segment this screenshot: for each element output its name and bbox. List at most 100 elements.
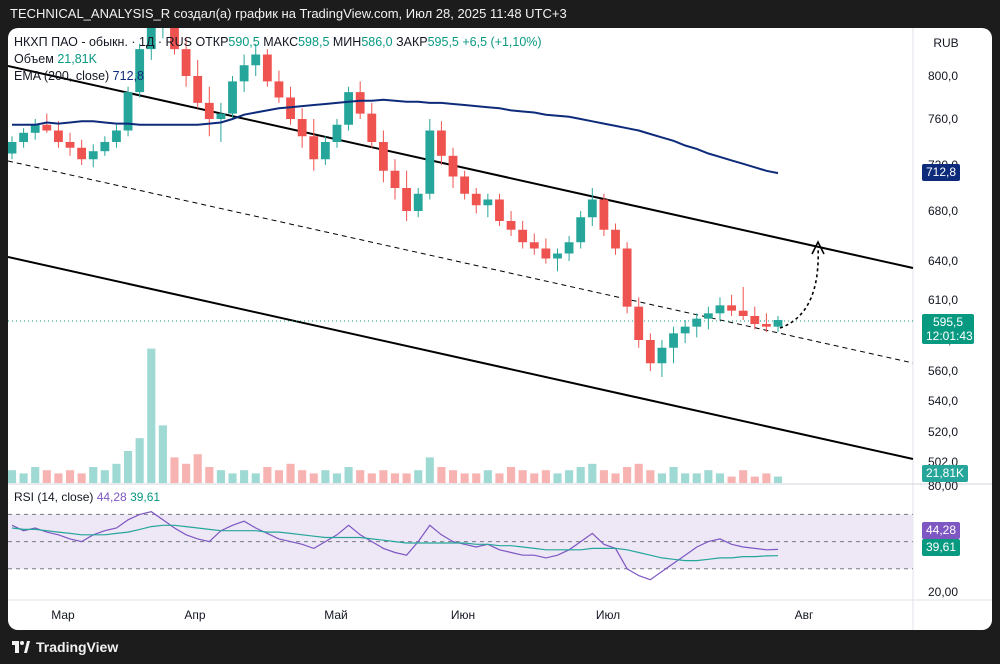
time-tick-label: Май (324, 608, 348, 622)
candle-body (54, 130, 63, 142)
candle-body (437, 130, 446, 156)
low-label: МИН (332, 35, 362, 49)
volume-bar (773, 476, 783, 483)
candle-body (123, 92, 133, 131)
volume-bar (762, 473, 771, 483)
candle-body (344, 92, 353, 125)
candle-body (65, 142, 75, 148)
candle-body (286, 97, 295, 119)
candle-body (181, 49, 191, 76)
volume-bar (65, 470, 75, 483)
price-tick-label: 760,0 (928, 112, 958, 126)
candle-body (599, 199, 609, 230)
volume-bar (356, 470, 365, 483)
volume-bar (646, 470, 655, 483)
rsi-ma-line (11, 524, 779, 562)
candle-body (622, 248, 632, 307)
time-tick-label: Июн (451, 608, 475, 622)
volume-bar (750, 476, 759, 483)
volume-bar (379, 470, 388, 483)
volume-bar (611, 473, 620, 483)
volume-legend-row[interactable]: Объем 21,81K (14, 51, 542, 68)
volume-bar (77, 473, 86, 483)
volume-bar (367, 473, 376, 483)
volume-bar (588, 463, 597, 483)
channel-lower-line (8, 256, 914, 460)
volume-bar (739, 470, 748, 483)
volume-value: 21,81K (57, 52, 97, 66)
chart-panel[interactable]: 800,0760,0720,0680,0640,0610,0580,0560,0… (8, 28, 992, 630)
tradingview-logo[interactable]: TradingView (12, 639, 118, 655)
volume-bar (704, 470, 713, 483)
rsi-legend[interactable]: RSI (14, close) 44,28 39,61 (14, 490, 160, 504)
candle-body (146, 28, 156, 50)
candle-body (112, 130, 121, 142)
volume-bar (472, 473, 481, 483)
tradingview-logo-icon (12, 641, 30, 653)
volume-bar (298, 470, 307, 483)
currency-button[interactable]: RUB (933, 36, 959, 50)
candle-body (30, 124, 40, 133)
candle-body (262, 54, 272, 82)
high-value: 598,5 (298, 35, 330, 49)
volume-bar (332, 473, 342, 483)
volume-bar (263, 467, 272, 483)
open-value: 590,5 (228, 35, 260, 49)
candle-body (309, 136, 319, 160)
candle-body (553, 253, 562, 259)
candle-body (587, 199, 597, 218)
volume-bar (495, 473, 504, 483)
volume-bar (193, 454, 202, 483)
candle-body (738, 310, 748, 316)
candle-body (634, 306, 644, 340)
volume-bar (54, 473, 63, 483)
candle-body (332, 124, 342, 142)
candle-body (460, 176, 470, 194)
ema-200-line (12, 98, 779, 175)
price-tick-label: 560,0 (928, 364, 958, 378)
ema-label: EMA (200, close) (14, 69, 110, 83)
volume-bar (89, 467, 98, 483)
candle-body (680, 326, 690, 334)
candle-body (506, 221, 516, 230)
price-tick-label: 800,0 (928, 69, 958, 83)
time-tick-label: Апр (184, 608, 206, 622)
symbol-title[interactable]: НКХП ПАО - обыкн. · 1Д · RUS (14, 35, 192, 49)
volume-bar (669, 467, 678, 483)
ema-legend-row[interactable]: EMA (200, close) 712,8 (14, 68, 542, 85)
rsi-ma-tag: 39,61 (922, 539, 961, 556)
chart-canvas[interactable]: 800,0760,0720,0680,0640,0610,0580,0560,0… (8, 28, 992, 630)
volume-bar (147, 348, 156, 483)
footer: TradingView (0, 630, 1000, 664)
candle-body (669, 333, 678, 348)
price-tick-label: 520,0 (928, 425, 958, 439)
volume-bar (692, 473, 701, 483)
candle-body (448, 155, 458, 177)
rsi-tick-label: 80,00 (928, 479, 958, 493)
candle-body (518, 229, 528, 243)
price-tick-label: 540,0 (928, 394, 958, 408)
price-tick-label: 610,0 (928, 293, 958, 307)
candle-body (541, 248, 551, 259)
candle-body (529, 242, 539, 249)
last-price-tag: 595,5 12:01:43 (922, 314, 974, 344)
volume-bar (123, 451, 133, 483)
candle-body (390, 170, 400, 188)
candle-body (320, 142, 330, 160)
low-value: 586,0 (361, 35, 393, 49)
candle-body (8, 142, 17, 154)
candle-body (715, 305, 725, 314)
volume-bar (251, 473, 260, 483)
candle-body (297, 119, 307, 137)
candle-body (483, 199, 493, 206)
candle-body (495, 199, 504, 221)
footer-brand: TradingView (36, 639, 119, 655)
snapshot-caption: TECHNICAL_ANALYSIS_R создал(а) график на… (10, 6, 567, 21)
volume-bar (599, 470, 608, 483)
countdown-value: 12:01:43 (926, 329, 973, 343)
candle-body (761, 324, 771, 327)
volume-bar (425, 457, 434, 483)
volume-bar (216, 470, 225, 483)
rsi-tick-label: 20,00 (928, 585, 958, 599)
rsi-label: RSI (14, close) (14, 490, 94, 504)
